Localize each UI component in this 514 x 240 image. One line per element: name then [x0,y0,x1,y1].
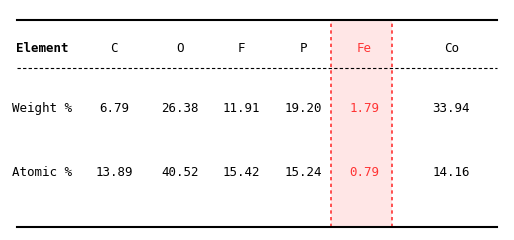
Text: Element: Element [16,42,68,55]
Text: 0.79: 0.79 [350,166,379,179]
Text: 6.79: 6.79 [99,102,129,115]
Text: 15.24: 15.24 [284,166,322,179]
Text: Co: Co [444,42,459,55]
Text: C: C [110,42,118,55]
Text: 11.91: 11.91 [223,102,261,115]
Text: Fe: Fe [357,42,372,55]
Text: Weight %: Weight % [12,102,72,115]
Text: 1.79: 1.79 [350,102,379,115]
Text: 26.38: 26.38 [161,102,199,115]
Bar [331,20,393,227]
Text: 19.20: 19.20 [284,102,322,115]
Text: 13.89: 13.89 [95,166,133,179]
Text: P: P [299,42,307,55]
Text: 33.94: 33.94 [432,102,470,115]
Text: O: O [177,42,184,55]
Text: 40.52: 40.52 [161,166,199,179]
Text: 14.16: 14.16 [432,166,470,179]
Text: F: F [238,42,245,55]
Text: 15.42: 15.42 [223,166,261,179]
Text: Atomic %: Atomic % [12,166,72,179]
